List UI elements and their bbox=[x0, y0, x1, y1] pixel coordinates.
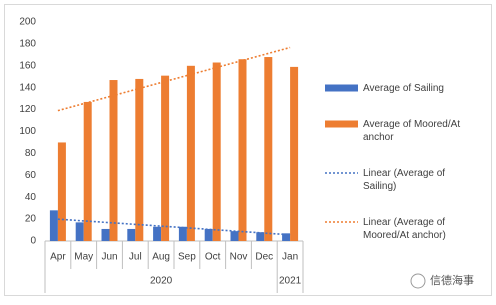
x-tick-label: Aug bbox=[152, 252, 170, 263]
bar bbox=[264, 57, 273, 241]
chart-frame bbox=[4, 4, 492, 296]
legend-label-line: anchor bbox=[363, 132, 394, 143]
x-tick-label: Apr bbox=[50, 252, 66, 263]
bar bbox=[178, 226, 187, 241]
bar bbox=[127, 228, 136, 241]
y-tick-label: 20 bbox=[25, 214, 37, 225]
y-tick-label: 60 bbox=[25, 170, 37, 181]
trendline bbox=[57, 46, 291, 112]
bar bbox=[256, 232, 265, 241]
watermark: 信德海事 bbox=[410, 273, 474, 289]
bar bbox=[153, 226, 162, 241]
bar bbox=[75, 222, 84, 241]
legend-label-line: Sailing) bbox=[363, 181, 396, 192]
y-tick-label: 40 bbox=[25, 192, 37, 203]
x-tick-label: Nov bbox=[230, 252, 248, 263]
legend-label-line: Moored/At anchor) bbox=[363, 230, 446, 241]
y-tick-label: 80 bbox=[25, 148, 37, 159]
watermark-text: 信德海事 bbox=[430, 273, 474, 287]
legend-label-line: Linear (Average of bbox=[363, 217, 445, 228]
bar bbox=[109, 80, 118, 241]
legend-swatch bbox=[325, 84, 358, 92]
watermark-icon bbox=[410, 273, 426, 289]
bar bbox=[57, 142, 66, 241]
y-tick-label: 160 bbox=[19, 60, 36, 71]
legend-item bbox=[325, 84, 358, 92]
legend-label-line: Linear (Average of bbox=[363, 168, 445, 179]
bar bbox=[230, 231, 239, 241]
x-tick-label: Oct bbox=[205, 252, 221, 263]
trendline bbox=[57, 218, 291, 236]
y-tick-label: 180 bbox=[19, 39, 36, 50]
x-tick-label: Jul bbox=[129, 252, 142, 263]
x-tick-label: May bbox=[74, 252, 93, 263]
legend-label: Average of Sailing bbox=[363, 83, 444, 94]
y-tick-label: 140 bbox=[19, 82, 36, 93]
bar bbox=[212, 62, 221, 241]
bar bbox=[101, 228, 110, 241]
y-tick-label: 100 bbox=[19, 126, 36, 137]
bar bbox=[49, 210, 58, 241]
legend-label: Average of Moored/At anchor bbox=[363, 119, 460, 143]
x-tick-label: Jun bbox=[101, 252, 117, 263]
legend-item bbox=[325, 120, 358, 128]
legend-swatch bbox=[325, 120, 358, 128]
legend-label-line: Average of Moored/At bbox=[363, 119, 460, 130]
x-tick-label: Sep bbox=[178, 252, 196, 263]
bar bbox=[83, 101, 92, 241]
x-tick-label: Dec bbox=[255, 252, 273, 263]
bar bbox=[204, 228, 213, 241]
x-tick-label: Jan bbox=[282, 252, 298, 263]
x-group-label: 2020 bbox=[150, 276, 173, 287]
x-group-label: 2021 bbox=[279, 276, 302, 287]
y-tick-label: 0 bbox=[30, 236, 36, 247]
bar bbox=[238, 59, 247, 242]
y-tick-label: 200 bbox=[19, 17, 36, 28]
bar bbox=[282, 233, 291, 241]
bar bbox=[135, 78, 144, 241]
y-tick-label: 120 bbox=[19, 104, 36, 115]
legend-label-line: Average of Sailing bbox=[363, 83, 444, 94]
legend-label: Linear (Average of Sailing) bbox=[363, 168, 445, 192]
legend-label: Linear (Average of Moored/At anchor) bbox=[363, 217, 446, 241]
bar bbox=[161, 75, 170, 241]
bar bbox=[290, 66, 299, 242]
bar bbox=[186, 65, 195, 241]
